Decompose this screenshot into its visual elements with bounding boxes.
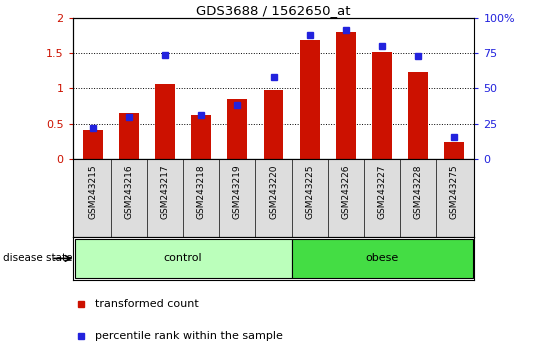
Title: GDS3688 / 1562650_at: GDS3688 / 1562650_at xyxy=(196,4,351,17)
Bar xyxy=(445,142,465,159)
Bar xyxy=(372,52,392,159)
Text: GSM243220: GSM243220 xyxy=(269,165,278,219)
Bar xyxy=(82,130,102,159)
Text: GSM243217: GSM243217 xyxy=(161,165,169,219)
Text: GSM243226: GSM243226 xyxy=(341,165,350,219)
Text: obese: obese xyxy=(365,253,399,263)
Text: GSM243275: GSM243275 xyxy=(450,165,459,219)
Bar xyxy=(336,32,356,159)
Text: percentile rank within the sample: percentile rank within the sample xyxy=(95,331,283,341)
Text: GSM243227: GSM243227 xyxy=(378,165,386,219)
Bar xyxy=(227,99,247,159)
Bar xyxy=(155,84,175,159)
Text: GSM243218: GSM243218 xyxy=(197,165,206,219)
FancyBboxPatch shape xyxy=(292,239,473,278)
Bar xyxy=(264,90,284,159)
Text: control: control xyxy=(164,253,203,263)
Bar xyxy=(300,40,320,159)
Text: transformed count: transformed count xyxy=(95,299,198,309)
Text: GSM243228: GSM243228 xyxy=(414,165,423,219)
Text: GSM243219: GSM243219 xyxy=(233,165,242,219)
Bar xyxy=(119,113,139,159)
Text: GSM243225: GSM243225 xyxy=(305,165,314,219)
Bar xyxy=(191,115,211,159)
Text: disease state: disease state xyxy=(3,253,72,263)
Text: GSM243215: GSM243215 xyxy=(88,165,97,219)
Bar xyxy=(409,72,428,159)
Text: GSM243216: GSM243216 xyxy=(125,165,133,219)
FancyBboxPatch shape xyxy=(74,239,292,278)
